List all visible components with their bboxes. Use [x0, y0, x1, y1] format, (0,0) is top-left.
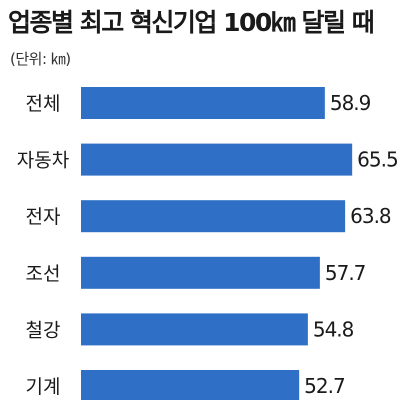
category-label: 조선	[26, 263, 61, 285]
category-label: 자동차	[17, 150, 69, 172]
category-label: 전자	[26, 206, 61, 228]
category-label: 철강	[26, 319, 61, 341]
category-label: 전체	[26, 93, 61, 115]
bar	[81, 370, 300, 400]
value-label: 54.8	[313, 317, 354, 341]
value-label: 57.7	[325, 261, 366, 285]
value-label: 52.7	[304, 374, 345, 398]
bar	[81, 256, 320, 289]
unit-note: (단위: ㎞)	[10, 50, 71, 68]
bar	[81, 143, 353, 176]
value-label: 58.9	[330, 91, 371, 115]
value-label: 65.5	[357, 148, 398, 172]
bar	[81, 87, 325, 119]
bar	[81, 313, 308, 346]
bar	[81, 200, 346, 233]
chart-title: 업종별 최고 혁신기업 100㎞ 달릴 때	[8, 8, 375, 37]
category-label: 기계	[26, 376, 61, 398]
value-label: 63.8	[350, 204, 391, 228]
